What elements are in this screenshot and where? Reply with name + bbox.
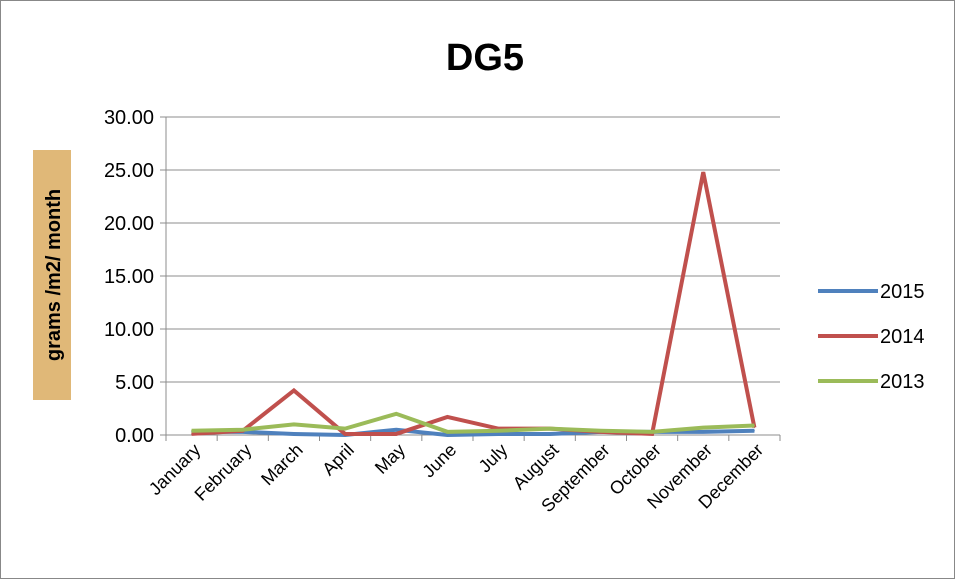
y-axis-label: grams /m2/ month <box>43 189 65 361</box>
data-point-2015 <box>395 429 397 431</box>
series-line-2014 <box>191 171 757 437</box>
data-point-2013 <box>293 423 295 425</box>
legend-label-2013: 2013 <box>880 371 925 393</box>
data-point-2014 <box>293 389 295 391</box>
x-tick-label: June <box>418 440 460 482</box>
x-tick-label: April <box>318 440 358 480</box>
series-lines <box>191 171 757 438</box>
data-point-2015 <box>293 433 295 435</box>
y-axis-label-background <box>33 150 71 400</box>
y-tick-label: 25.00 <box>104 160 154 182</box>
data-point-2013 <box>446 431 448 433</box>
y-tick-label: 20.00 <box>104 213 154 235</box>
x-tick-label: February <box>191 440 256 505</box>
data-point-2013 <box>651 431 653 433</box>
data-point-2013 <box>753 424 755 426</box>
series-line-2013 <box>191 411 755 434</box>
gridlines <box>160 116 780 436</box>
data-point-2014 <box>344 433 346 435</box>
data-point-2014 <box>191 433 193 435</box>
y-tick-label: 5.00 <box>115 372 154 394</box>
data-point-2013 <box>242 429 244 431</box>
data-point-2013 <box>344 428 346 430</box>
data-point-2014 <box>702 171 704 173</box>
data-point-2014 <box>395 433 397 435</box>
data-point-2013 <box>600 430 602 432</box>
data-point-2014 <box>446 416 448 418</box>
data-point-2015 <box>549 433 551 435</box>
x-tick-label: July <box>475 440 512 477</box>
data-point-2015 <box>702 431 704 433</box>
x-tick-label: May <box>371 440 409 478</box>
chart-title: DG5 <box>446 37 524 79</box>
y-axis-ticks: 0.00 5.00 10.00 15.00 20.00 25.00 30.00 <box>104 107 154 447</box>
legend-label-2014: 2014 <box>880 326 925 348</box>
y-tick-label: 10.00 <box>104 319 154 341</box>
data-point-2013 <box>191 430 193 432</box>
data-point-2013 <box>549 428 551 430</box>
data-point-2015 <box>753 430 755 432</box>
data-point-2013 <box>498 430 500 432</box>
y-tick-label: 30.00 <box>104 107 154 129</box>
data-point-2015 <box>498 433 500 435</box>
data-point-2013 <box>395 413 397 415</box>
x-tick-label: March <box>257 440 307 490</box>
legend: 2015 2014 2013 <box>818 281 925 393</box>
data-point-2015 <box>446 434 448 436</box>
y-tick-label: 0.00 <box>115 425 154 447</box>
y-tick-label: 15.00 <box>104 266 154 288</box>
legend-label-2015: 2015 <box>880 281 925 303</box>
data-point-2013 <box>702 427 704 429</box>
